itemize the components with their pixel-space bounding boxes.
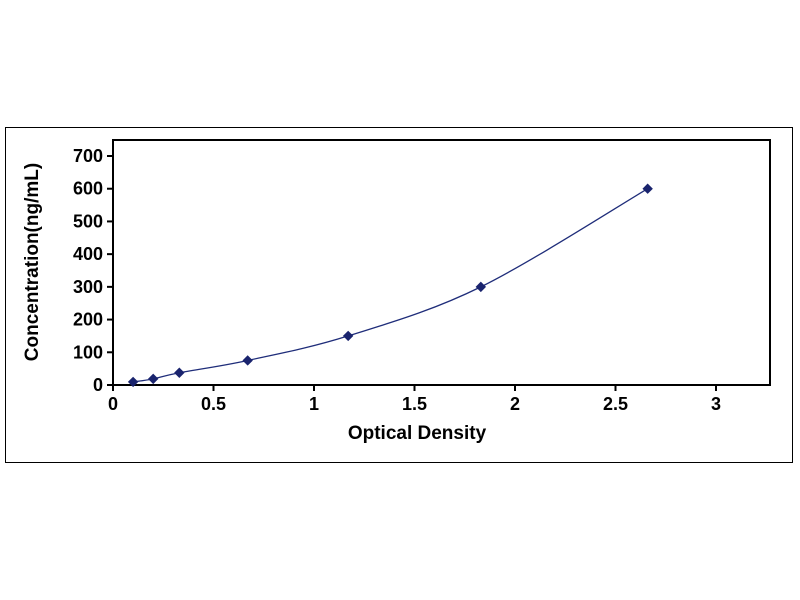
data-point-marker: [147, 373, 159, 385]
x-tick-label: 1.5: [402, 394, 427, 414]
x-tick-label: 2: [510, 394, 520, 414]
data-point-marker: [174, 367, 185, 378]
y-tick-label: 0: [93, 375, 103, 395]
data-point-marker: [475, 281, 487, 293]
x-tick-label: 2.5: [603, 394, 628, 414]
data-point-marker: [642, 183, 653, 194]
data-point-marker: [127, 376, 139, 388]
x-tick-label: 0: [108, 394, 118, 414]
y-tick-label: 700: [73, 146, 103, 166]
data-point-marker: [242, 355, 253, 366]
x-tick-label: 0.5: [201, 394, 226, 414]
y-tick-label: 100: [73, 342, 103, 362]
plot-area: 0 0.5 1 1.5 2 2.5 3 0 100 200 300 400 500 600 700: [73, 139, 771, 414]
data-point-marker: [342, 330, 354, 342]
y-tick-label: 600: [73, 179, 103, 199]
y-tick-label: 300: [73, 277, 103, 297]
y-tick-label: 200: [73, 310, 103, 330]
plot-box: [112, 139, 771, 386]
y-axis-title: Concentration(ng/mL): [22, 162, 43, 362]
y-tick-label: 500: [73, 211, 103, 231]
x-tick-label: 1: [309, 394, 319, 414]
standard-curve-line: [133, 188, 648, 383]
x-tick-label: 3: [711, 394, 721, 414]
y-tick-label: 400: [73, 244, 103, 264]
x-axis-title: Optical Density: [347, 423, 487, 444]
standard-curve-chart: 0 0.5 1 1.5 2 2.5 3 0 100 200 300 400 500 600 700 Conc…: [5, 127, 793, 463]
